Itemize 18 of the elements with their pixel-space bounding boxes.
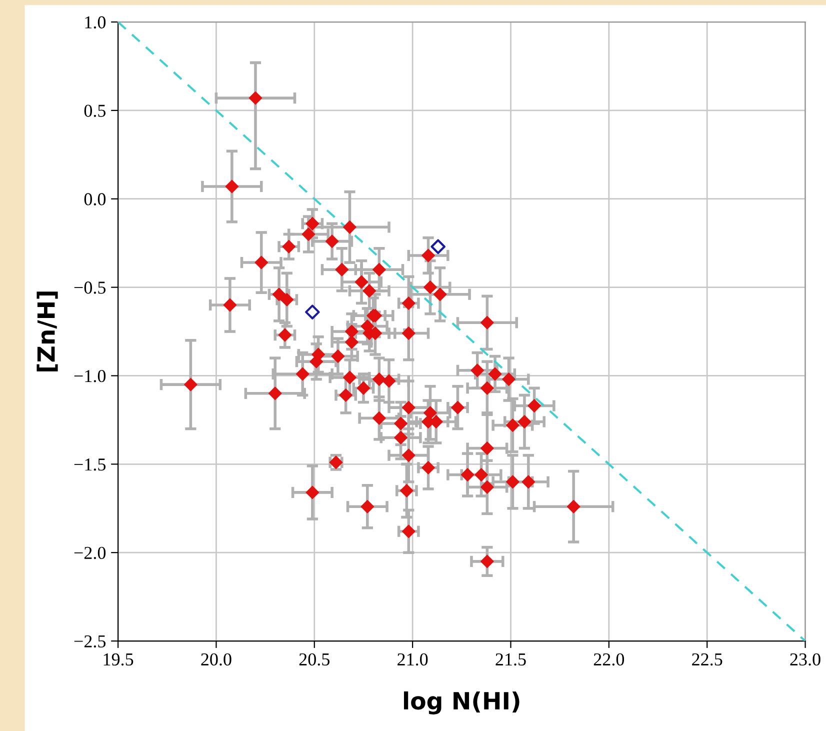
y-tick-label: 0.5 [84,104,106,117]
y-tick-label: −1.0 [74,370,106,382]
x-tick-label: 20.0 [201,653,232,666]
x-tick-label: 20.5 [299,653,330,666]
y-tick-label: −2.0 [74,546,106,560]
x-tick-label: 21.0 [398,653,428,666]
y-tick-label: 0.0 [84,193,106,206]
x-tick-label: 23.0 [790,653,820,666]
y-tick-label: 1.0 [85,16,106,29]
y-tick-label: −1.5 [74,458,106,471]
x-tick-label: 22.0 [594,653,624,666]
x-tick-label: 19.5 [104,653,134,666]
x-tick-label: 21.5 [496,653,526,666]
x-axis-title: log N(HI) [404,691,520,714]
y-tick-label: −2.5 [74,635,106,648]
x-tick-label: 22.5 [692,653,722,666]
y-axis-title: [Zn/H] [36,292,58,372]
y-tick-label: −0.5 [74,282,106,294]
